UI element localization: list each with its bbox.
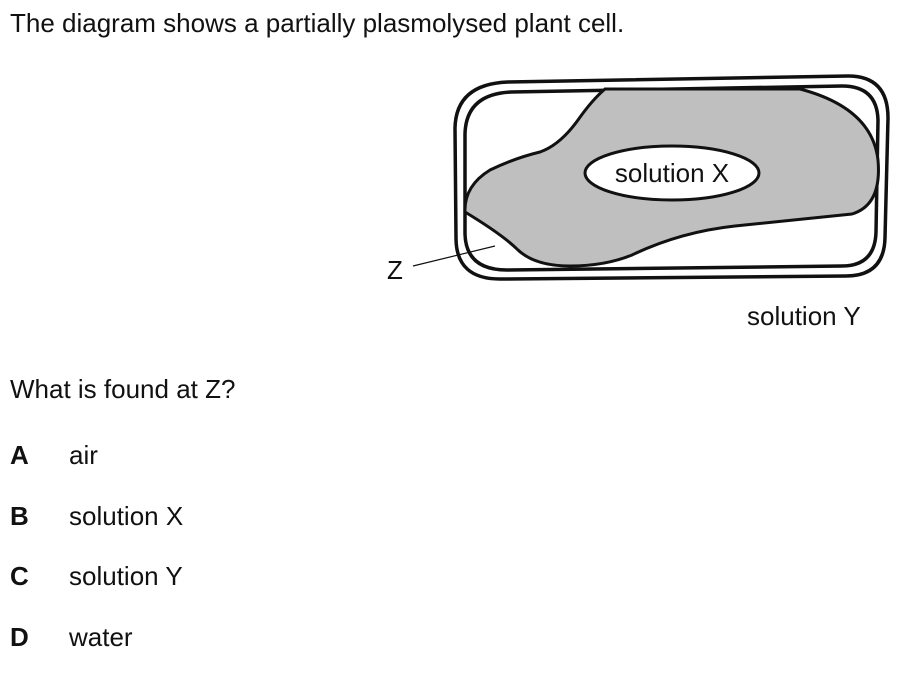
option-c[interactable]: C solution Y [10, 559, 183, 620]
plasmolysed-cell-diagram: solution X Z solution Y [0, 0, 901, 350]
option-d[interactable]: D water [10, 620, 183, 680]
question-prompt: What is found at Z? [10, 372, 235, 406]
option-text: air [69, 438, 98, 472]
option-b[interactable]: B solution X [10, 499, 183, 560]
option-a[interactable]: A air [10, 438, 183, 499]
answer-options: A air B solution X C solution Y D water [10, 438, 183, 680]
option-text: solution X [69, 499, 183, 533]
option-letter: D [10, 620, 69, 654]
z-label: Z [387, 255, 403, 285]
z-pointer-line [413, 246, 495, 266]
outside-solution-label: solution Y [747, 301, 861, 331]
option-letter: B [10, 499, 69, 533]
option-letter: C [10, 559, 69, 593]
vacuole-label: solution X [615, 158, 729, 188]
option-text: water [69, 620, 133, 654]
option-letter: A [10, 438, 69, 472]
option-text: solution Y [69, 559, 183, 593]
